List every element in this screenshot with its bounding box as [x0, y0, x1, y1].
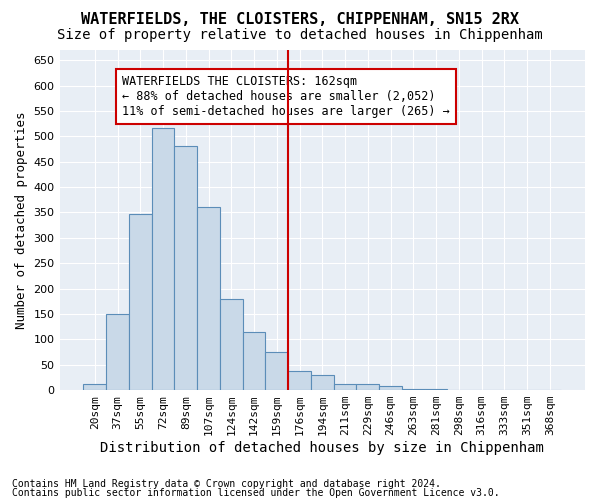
Text: WATERFIELDS THE CLOISTERS: 162sqm
← 88% of detached houses are smaller (2,052)
1: WATERFIELDS THE CLOISTERS: 162sqm ← 88% …	[122, 76, 450, 118]
Text: Contains HM Land Registry data © Crown copyright and database right 2024.: Contains HM Land Registry data © Crown c…	[12, 479, 441, 489]
X-axis label: Distribution of detached houses by size in Chippenham: Distribution of detached houses by size …	[100, 441, 544, 455]
Bar	[425, 389, 448, 390]
Bar	[83, 384, 106, 390]
Bar	[334, 384, 356, 390]
Bar	[311, 376, 334, 390]
Y-axis label: Number of detached properties: Number of detached properties	[15, 112, 28, 329]
Bar	[152, 128, 175, 390]
Text: WATERFIELDS, THE CLOISTERS, CHIPPENHAM, SN15 2RX: WATERFIELDS, THE CLOISTERS, CHIPPENHAM, …	[81, 12, 519, 28]
Bar	[197, 208, 220, 390]
Bar	[402, 388, 425, 390]
Bar	[356, 384, 379, 390]
Text: Size of property relative to detached houses in Chippenham: Size of property relative to detached ho…	[57, 28, 543, 42]
Bar	[129, 214, 152, 390]
Bar	[379, 386, 402, 390]
Bar	[242, 332, 265, 390]
Bar	[265, 352, 288, 390]
Text: Contains public sector information licensed under the Open Government Licence v3: Contains public sector information licen…	[12, 488, 500, 498]
Bar	[175, 146, 197, 390]
Bar	[288, 371, 311, 390]
Bar	[106, 314, 129, 390]
Bar	[220, 298, 242, 390]
